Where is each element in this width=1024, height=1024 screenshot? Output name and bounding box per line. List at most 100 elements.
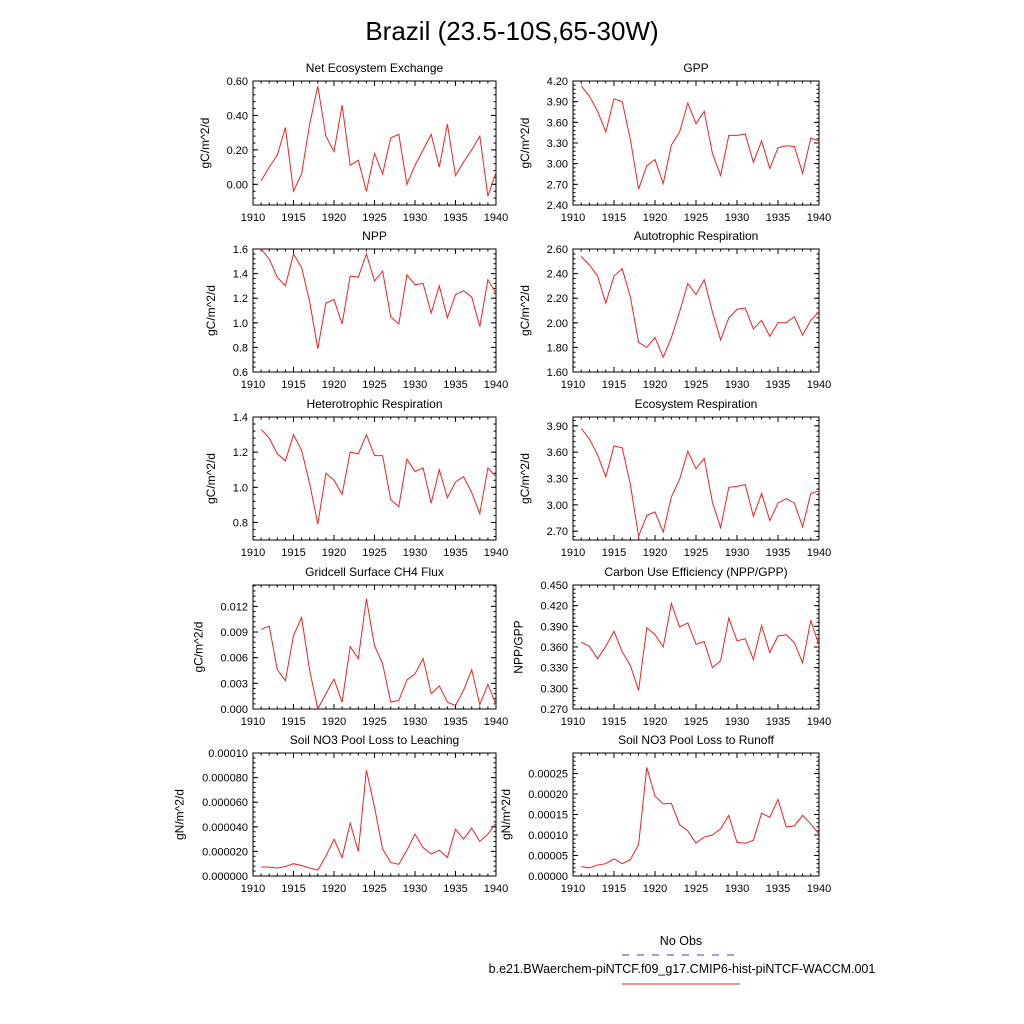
x-tick-label: 1920 [643,716,667,728]
y-tick-label: 1.4 [233,269,248,281]
plot-frame [572,80,820,206]
series-line [580,256,820,359]
plot-frame [572,416,820,541]
y-tick-label: 0.000080 [202,773,248,785]
chart-panel: Carbon Use Efficiency (NPP/GPP) 1910 1915 1… [512,565,832,728]
panel-title: Heterotrophic Respiration [306,397,442,411]
x-tick-label: 1935 [766,379,790,391]
y-tick-label: 0.270 [540,704,568,716]
y-tick-label: 0.009 [220,627,248,639]
series-line [580,428,820,539]
y-tick-label: 0.390 [540,621,568,633]
chart-panel: Ecosystem Respiration 1910 1915 1920 1925 193… [518,397,831,559]
y-axis-label: gC/m^2/d [204,285,218,336]
y-tick-label: 0.6 [233,367,248,379]
x-tick-label: 1940 [484,212,508,224]
series-line [260,598,497,711]
panels: Net Ecosystem Exchange 1910 1915 1920 1925 19… [173,61,832,895]
x-tick-label: 1930 [725,547,749,559]
y-axis-label: gN/m^2/d [173,789,187,840]
legend-label-obs: No Obs [660,934,702,948]
x-tick-label: 1915 [602,883,626,895]
series-line [580,601,820,691]
y-tick-label: 1.6 [233,244,248,256]
plot-frame [252,752,497,877]
x-tick-label: 1930 [403,379,427,391]
y-tick-label: 1.2 [233,447,248,459]
y-tick-label: 0.20 [227,145,248,157]
x-tick-label: 1920 [643,212,667,224]
x-tick-label: 1910 [561,547,585,559]
panel-title: GPP [683,61,708,75]
x-tick-label: 1935 [443,547,467,559]
plot-frame [252,416,497,541]
panel-title: Soil NO3 Pool Loss to Runoff [618,733,775,747]
y-tick-label: 3.60 [547,447,568,459]
x-tick-label: 1940 [484,883,508,895]
y-tick-label: 0.00015 [528,810,568,822]
y-tick-label: 0.450 [540,580,568,592]
panel-title: Soil NO3 Pool Loss to Leaching [290,733,459,747]
x-tick-label: 1930 [403,212,427,224]
y-tick-label: 0.40 [227,110,248,122]
y-tick-label: 0.000020 [202,846,248,858]
x-tick-label: 1930 [725,716,749,728]
y-tick-label: 3.30 [547,138,568,150]
x-tick-label: 1935 [443,883,467,895]
x-tick-label: 1940 [807,716,831,728]
chart-panel: Net Ecosystem Exchange 1910 1915 1920 1925 19… [198,61,508,224]
y-tick-label: 0.00000 [528,871,568,883]
series-line [260,86,497,197]
y-tick-label: 0.00010 [528,830,568,842]
plot-frame [572,248,820,373]
y-tick-label: 0.360 [540,642,568,654]
x-tick-label: 1930 [725,883,749,895]
figure-title: Brazil (23.5-10S,65-30W) [365,16,658,46]
x-tick-label: 1930 [725,379,749,391]
series-line [260,428,497,525]
y-tick-label: 3.90 [547,421,568,433]
y-tick-label: 0.8 [233,342,248,354]
x-tick-label: 1915 [602,547,626,559]
y-tick-label: 2.70 [547,526,568,538]
y-tick-label: 0.300 [540,683,568,695]
y-tick-label: 0.000040 [202,822,248,834]
x-tick-label: 1940 [807,547,831,559]
plot-frame [572,584,820,710]
x-tick-label: 1920 [322,379,346,391]
panel-title: NPP [362,229,387,243]
x-tick-label: 1935 [443,379,467,391]
y-tick-label: 0.60 [227,76,248,88]
y-axis-label: gC/m^2/d [192,622,206,673]
chart-panel: NPP 1910 1915 1920 1925 1930 1935 1940 0.6 0.8 1.0… [204,229,508,391]
y-tick-label: 1.0 [233,482,248,494]
x-tick-label: 1925 [362,883,386,895]
plot-frame [252,584,497,710]
x-tick-label: 1935 [766,212,790,224]
x-tick-label: 1940 [484,716,508,728]
series-line [260,248,497,349]
x-tick-label: 1935 [443,716,467,728]
series-line [261,770,497,871]
panel-title: Gridcell Surface CH4 Flux [305,565,444,579]
y-tick-label: 0.00 [227,179,248,191]
y-tick-label: 3.30 [547,474,568,486]
x-tick-label: 1935 [766,547,790,559]
panel-title: Autotrophic Respiration [634,229,759,243]
y-tick-label: 0.330 [540,663,568,675]
y-tick-label: 1.80 [547,342,568,354]
x-tick-label: 1925 [684,547,708,559]
x-tick-label: 1910 [241,716,265,728]
chart-panel: Soil NO3 Pool Loss to Leaching 1910 1915 19… [173,733,509,895]
x-tick-label: 1915 [602,379,626,391]
y-tick-label: 0.00010 [208,748,248,760]
x-tick-label: 1930 [725,212,749,224]
x-tick-label: 1920 [643,547,667,559]
plot-frame [252,80,497,206]
x-tick-label: 1915 [281,212,305,224]
x-tick-label: 1925 [362,379,386,391]
x-tick-label: 1930 [403,547,427,559]
x-tick-label: 1910 [561,379,585,391]
x-tick-label: 1940 [807,379,831,391]
